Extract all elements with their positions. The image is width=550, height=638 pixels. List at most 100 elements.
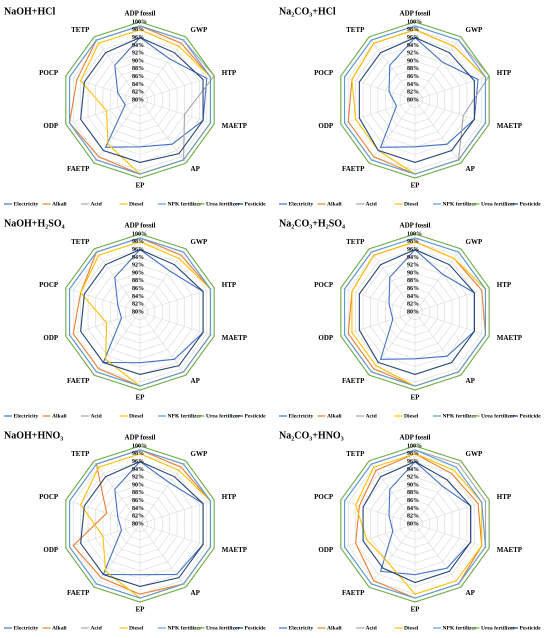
r-tick-label: 82% (407, 90, 419, 96)
spoke (368, 311, 416, 376)
series-line (358, 36, 475, 163)
r-tick-label: 86% (407, 498, 419, 504)
legend-label: Acid (366, 413, 378, 419)
axis-label: ODP (43, 122, 59, 130)
series-line (358, 248, 475, 375)
spoke (368, 523, 416, 588)
legend-label: Alkali (52, 413, 67, 419)
spoke (414, 311, 490, 337)
legend-label: Diesel (404, 201, 419, 207)
axis-label: TETP (346, 26, 365, 34)
legend-label: Pesticide (245, 625, 267, 631)
axis-label: EP (136, 394, 146, 402)
spoke (340, 499, 416, 525)
axis-label: EP (136, 606, 146, 614)
axis-label: AP (466, 589, 476, 597)
axis-label: FAETP (342, 589, 365, 597)
legend-label: NPK fertilizer (168, 413, 203, 419)
r-tick-label: 86% (132, 74, 144, 80)
spoke (139, 523, 215, 549)
axis-label: TETP (346, 450, 365, 458)
spoke (65, 287, 141, 313)
spoke (368, 36, 416, 101)
axis-label: TETP (71, 26, 90, 34)
r-tick-label: 80% (407, 521, 419, 527)
r-tick-label: 80% (407, 309, 419, 315)
axis-label: EP (411, 394, 421, 402)
spoke (93, 311, 141, 376)
axis-label: AP (466, 165, 476, 173)
spoke (414, 36, 462, 101)
r-tick-label: 88% (407, 66, 419, 72)
spoke (65, 311, 141, 337)
legend-label: Acid (91, 625, 103, 631)
legend-label: Electricity (289, 201, 314, 207)
axis-label: ADP fossil (400, 434, 431, 442)
spoke (93, 523, 141, 588)
axis-label: ODP (43, 334, 59, 342)
spoke (368, 248, 416, 313)
r-tick-label: 88% (407, 490, 419, 496)
legend-label: Electricity (14, 201, 39, 207)
spoke (340, 287, 416, 313)
r-tick-label: 92% (407, 263, 419, 269)
r-tick-label: 92% (407, 51, 419, 57)
r-tick-label: 86% (132, 286, 144, 292)
legend-label: Diesel (404, 413, 419, 419)
spoke (414, 460, 462, 525)
r-tick-label: 84% (407, 82, 419, 88)
spoke (93, 36, 141, 101)
series-line (362, 460, 472, 584)
axis-label: AP (191, 377, 201, 385)
series-line (340, 21, 490, 179)
spoke (65, 75, 141, 101)
legend-label: Alkali (327, 413, 342, 419)
r-tick-label: 90% (407, 482, 419, 488)
series-line (343, 237, 487, 387)
axis-label: AP (466, 377, 476, 385)
spoke (368, 99, 416, 164)
r-tick-label: 94% (407, 255, 419, 261)
chart-title: NaOH+H₂SO₄ (4, 218, 65, 229)
spoke (93, 248, 141, 313)
spoke (414, 523, 462, 588)
r-tick-label: 90% (132, 482, 144, 488)
legend-label: Electricity (289, 625, 314, 631)
axis-label: POCP (314, 281, 334, 289)
spoke (139, 75, 215, 101)
legend-label: Pesticide (520, 413, 542, 419)
r-tick-label: 100% (407, 231, 422, 237)
r-tick-label: 82% (132, 514, 144, 520)
series-line (80, 460, 204, 587)
axis-label: POCP (39, 69, 59, 77)
axis-label: GWP (191, 450, 208, 458)
r-tick-label: 100% (407, 443, 422, 449)
axis-label: GWP (466, 450, 483, 458)
spoke (65, 99, 141, 125)
legend-label: Pesticide (245, 201, 267, 207)
spoke (139, 499, 215, 525)
series-line (80, 36, 204, 163)
legend-label: NPK fertilizer (168, 201, 203, 207)
axis-label: HTP (497, 493, 512, 501)
series-line (65, 445, 215, 603)
r-tick-label: 90% (407, 58, 419, 64)
r-tick-label: 82% (132, 90, 144, 96)
spoke (368, 460, 416, 525)
spoke (139, 99, 187, 164)
legend-label: NPK fertilizer (443, 413, 478, 419)
spoke (414, 287, 490, 313)
axis-label: GWP (466, 26, 483, 34)
legend-label: Urea fertilizer (206, 201, 240, 207)
axis-label: FAETP (342, 377, 365, 385)
legend-label: Urea fertilizer (481, 413, 515, 419)
chart-title: Na₂CO₃+HCl (279, 6, 336, 17)
series-line (355, 453, 483, 595)
legend-label: Urea fertilizer (481, 201, 515, 207)
legend-label: NPK fertilizer (443, 625, 478, 631)
series-line (80, 248, 204, 375)
r-tick-label: 86% (407, 74, 419, 80)
axis-label: FAETP (67, 165, 90, 173)
r-tick-label: 82% (132, 302, 144, 308)
r-tick-label: 80% (132, 309, 144, 315)
